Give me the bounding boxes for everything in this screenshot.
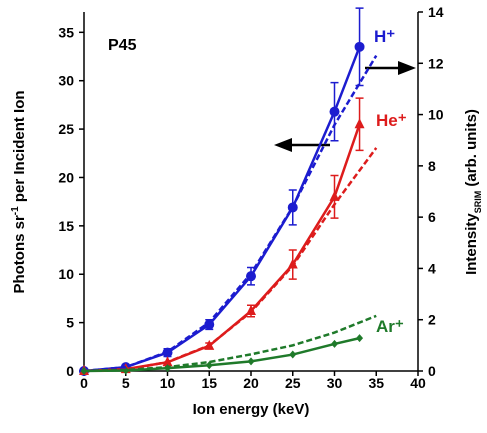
point	[246, 271, 256, 282]
y-tick-label: 5	[66, 315, 74, 331]
y2-tick-label: 8	[428, 158, 436, 174]
y2-tick-label: 14	[428, 4, 444, 20]
point	[356, 334, 364, 343]
srim-curve	[83, 54, 378, 373]
series-label: Ar⁺	[376, 317, 404, 336]
arrows	[274, 61, 416, 152]
y-tick-label: 10	[58, 266, 74, 282]
x-tick-label: 20	[243, 375, 259, 391]
point	[354, 41, 365, 52]
y2-tick-label: 4	[428, 260, 436, 276]
point	[329, 190, 340, 201]
y2-label-part: (arb. units)	[463, 109, 480, 191]
annotation: P45	[108, 37, 137, 54]
point	[289, 350, 297, 359]
y-axis-label: Photons sr-1 per Incident Ion	[10, 90, 28, 293]
point	[247, 357, 255, 366]
point	[204, 319, 215, 330]
y-tick-label: 0	[66, 363, 74, 379]
y-label-sup: -1	[10, 206, 21, 215]
y-tick-label: 20	[58, 169, 74, 185]
series-label: H⁺	[374, 27, 395, 46]
y2-tick-label: 10	[428, 107, 444, 123]
y2-axis-label: IntensitySRIM (arb. units)	[463, 109, 483, 275]
point	[205, 361, 213, 370]
y-tick-label: 35	[58, 24, 74, 40]
y2-tick-label: 2	[428, 312, 436, 328]
y-tick-label: 25	[58, 121, 74, 137]
point	[329, 106, 340, 117]
series-line	[83, 46, 361, 373]
y2-label-sub: SRIM	[473, 191, 483, 214]
x-tick-label: 40	[410, 375, 426, 391]
x-tick-label: 10	[160, 375, 176, 391]
point	[287, 258, 298, 269]
y2-tick-label: 12	[428, 55, 444, 71]
y-label-part: Photons sr	[11, 215, 28, 294]
point	[354, 118, 365, 129]
x-axis-label: Ion energy (keV)	[193, 401, 310, 418]
series-label: He⁺	[376, 111, 407, 130]
x-tick-label: 5	[122, 375, 130, 391]
x-tick-label: 0	[80, 375, 88, 391]
x-tick-label: 30	[327, 375, 343, 391]
x-tick-label: 15	[201, 375, 217, 391]
x-tick-label: 25	[285, 375, 301, 391]
y-tick-label: 30	[58, 73, 74, 89]
y-tick-label: 15	[58, 218, 74, 234]
y-label-part: per Incident Ion	[11, 90, 28, 206]
point	[331, 339, 338, 348]
srim-curve	[83, 314, 377, 373]
y2-label-part: Intensity	[463, 213, 480, 275]
srim-curve	[83, 147, 378, 373]
x-tick-label: 35	[368, 375, 384, 391]
y2-tick-label: 0	[428, 363, 436, 379]
y2-tick-label: 6	[428, 209, 436, 225]
